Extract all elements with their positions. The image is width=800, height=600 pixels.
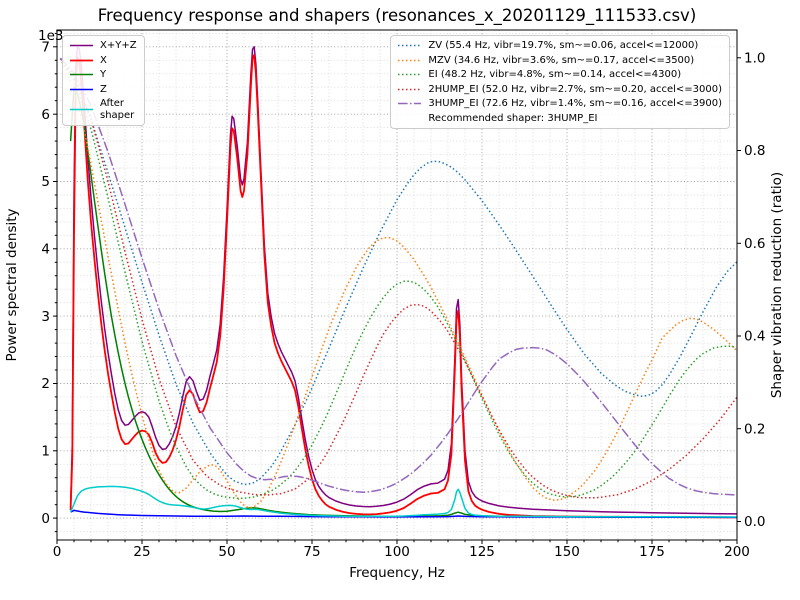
series-shaper-mzv <box>59 57 738 509</box>
series-after-shaper <box>69 485 738 518</box>
legend-item-psd-x: X <box>69 55 137 67</box>
shaper-series-layer <box>59 57 738 509</box>
psd-y-legend-line <box>70 74 93 76</box>
legend-item-shaper-3hump-ei: 3HUMP_EI (72.6 Hz, vibr=1.4%, sm~=0.16, … <box>397 98 722 110</box>
legend-label: Y <box>100 69 107 80</box>
x-tick-label: 150 <box>554 544 580 560</box>
legend-item-shaper-2hump-ei: 2HUMP_EI (52.0 Hz, vibr=2.7%, sm~=0.20, … <box>397 84 722 96</box>
legend-shapers: ZV (55.4 Hz, vibr=19.7%, sm~=0.06, accel… <box>390 35 730 129</box>
axis-ticks <box>53 32 741 544</box>
y-right-tick-label: 1.0 <box>744 51 765 67</box>
y-left-tick-label: 7 <box>41 40 50 56</box>
x-tick-label: 175 <box>639 544 665 560</box>
shaper-2hump-ei-legend-line <box>398 88 422 90</box>
x-tick-label: 100 <box>384 544 410 560</box>
series-shaper-2hump-ei <box>59 57 738 499</box>
psd-xyz-legend-line <box>70 45 93 47</box>
shaper-ei-legend-line <box>398 74 422 76</box>
legend-label: 3HUMP_EI (72.6 Hz, vibr=1.4%, sm~=0.16, … <box>428 98 722 109</box>
legend-label: After shaper <box>100 98 135 121</box>
legend-item-after-shaper: After shaper <box>69 98 137 121</box>
x-axis-label: Frequency, Hz <box>349 565 445 581</box>
y-right-tick-label: 0.0 <box>744 514 765 530</box>
y-left-tick-label: 4 <box>41 242 50 258</box>
legend-item-shaper-zv: ZV (55.4 Hz, vibr=19.7%, sm~=0.06, accel… <box>397 40 722 52</box>
legend-label: X <box>100 54 107 66</box>
shaper-mzv-legend-line <box>398 59 422 61</box>
legend-label: 2HUMP_EI (52.0 Hz, vibr=2.7%, sm~=0.20, … <box>428 83 722 95</box>
legend-psd: X+Y+Z X Y Z After shaper <box>62 35 145 126</box>
after-shaper-legend-line <box>70 108 93 111</box>
shaper-3hump-ei-legend-line <box>398 103 422 105</box>
legend-item-shaper-mzv: MZV (34.6 Hz, vibr=3.6%, sm~=0.17, accel… <box>397 55 722 67</box>
shaper-zv-legend-line <box>398 45 422 47</box>
y-right-tick-label: 0.2 <box>744 421 765 437</box>
legend-item-recommendation: Recommended shaper: 3HUMP_EI <box>397 113 722 125</box>
x-tick-label: 200 <box>724 544 750 560</box>
series-psd-y <box>69 86 737 518</box>
x-tick-label: 75 <box>303 544 320 560</box>
legend-label: MZV (34.6 Hz, vibr=3.6%, sm~=0.17, accel… <box>428 54 695 66</box>
series-psd-x <box>69 54 738 519</box>
legend-item-psd-y: Y <box>69 69 137 81</box>
x-tick-label: 50 <box>218 544 235 560</box>
x-tick-label: 0 <box>53 544 62 560</box>
legend-blank-sample <box>397 113 422 124</box>
y-axis-label-right: Shaper vibration reduction (ratio) <box>769 172 785 398</box>
tick-labels: 0 25 50 75 100 125 150 175 200 0 1 2 3 4 5 6 7 0.0 0.2 0.4 0… <box>41 40 765 561</box>
psd-series-layer <box>69 46 738 519</box>
y-right-tick-label: 0.8 <box>744 143 765 159</box>
y-left-tick-label: 3 <box>41 309 50 325</box>
legend-item-shaper-ei: EI (48.2 Hz, vibr=4.8%, sm~=0.14, accel<… <box>397 69 722 81</box>
plot-area: 0 25 50 75 100 125 150 175 200 0 1 2 3 4 5 6 7 0.0 0.2 0.4 0… <box>41 29 765 561</box>
x-tick-label: 25 <box>133 544 150 560</box>
legend-label: EI (48.2 Hz, vibr=4.8%, sm~=0.14, accel<… <box>428 69 682 80</box>
psd-x-legend-line <box>70 59 93 62</box>
legend-label: ZV (55.4 Hz, vibr=19.7%, sm~=0.06, accel… <box>428 40 699 51</box>
legend-item-psd-xyz: X+Y+Z <box>69 40 137 52</box>
legend-label: Z <box>100 83 107 95</box>
psd-z-legend-line <box>70 88 93 90</box>
y-left-tick-label: 0 <box>41 511 50 527</box>
axis-offset-text: 1e3 <box>38 28 63 44</box>
legend-label: X+Y+Z <box>100 40 137 51</box>
legend-label: Recommended shaper: 3HUMP_EI <box>428 112 598 124</box>
legend-item-psd-z: Z <box>69 84 137 96</box>
chart-title: Frequency response and shapers (resonanc… <box>98 6 697 26</box>
y-left-tick-label: 2 <box>41 376 50 392</box>
y-left-tick-label: 1 <box>41 444 50 460</box>
series-shaper-zv <box>59 58 738 486</box>
y-left-tick-label: 6 <box>41 107 50 123</box>
y-right-tick-label: 0.6 <box>744 236 765 252</box>
y-left-tick-label: 5 <box>41 174 50 190</box>
y-axis-label-left: Power spectral density <box>4 208 20 361</box>
series-shaper-3hump-ei <box>59 57 738 496</box>
x-tick-label: 125 <box>469 544 495 560</box>
y-right-tick-label: 0.4 <box>744 329 765 345</box>
